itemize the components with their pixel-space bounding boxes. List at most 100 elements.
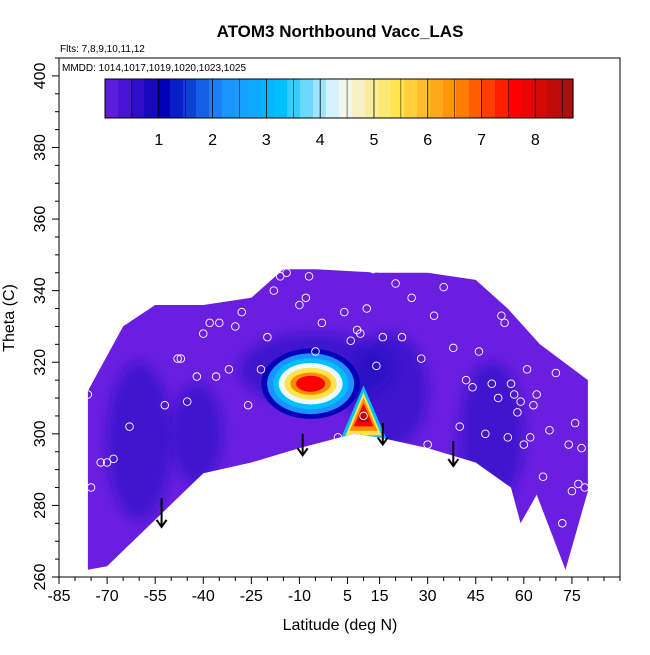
data-point	[115, 562, 125, 571]
data-point	[93, 569, 102, 578]
data-point	[570, 418, 580, 428]
data-point	[509, 390, 519, 399]
low-value-band	[171, 383, 223, 485]
colorbar-swatch	[534, 79, 548, 118]
colorbar-swatch	[365, 79, 379, 118]
x-tick-label: -85	[47, 588, 70, 605]
data-point	[237, 307, 246, 317]
data-point	[525, 433, 535, 442]
arrow-marker	[296, 433, 309, 458]
colorbar-swatch	[170, 79, 184, 118]
colorbar: 1 2 3 4 5 6 7 8	[104, 78, 574, 149]
data-point	[461, 375, 471, 385]
data-point	[211, 372, 221, 381]
colorbar-swatch	[105, 79, 119, 118]
colorbar-frame	[104, 78, 574, 119]
data-point	[176, 354, 186, 363]
data-point	[205, 318, 214, 328]
data-point	[500, 318, 509, 328]
data-point	[567, 486, 577, 496]
x-tick-label: 60	[515, 588, 533, 605]
y-tick-label: 260	[32, 564, 49, 591]
data-point	[256, 365, 266, 374]
data-point	[263, 332, 272, 342]
data-point	[304, 272, 314, 281]
colorbar-swatch	[248, 79, 262, 118]
x-tick-label: -55	[144, 588, 167, 605]
colorbar-swatch	[339, 79, 353, 118]
x-tick-label: 5	[343, 588, 352, 605]
y-tick-label: 360	[32, 206, 49, 233]
data-point	[574, 479, 583, 489]
data-point	[378, 332, 388, 342]
feature-ring	[296, 375, 326, 392]
data-point	[243, 400, 253, 410]
colorbar-swatch	[469, 79, 483, 118]
data-point	[558, 519, 567, 528]
colorbar-tick-label: 5	[370, 132, 379, 149]
data-point	[231, 322, 240, 331]
data-point	[109, 454, 118, 464]
colorbar-tick-label: 8	[531, 132, 540, 149]
data-point	[577, 443, 586, 453]
dates-subtitle: MMDD: 1014,1017,1019,1020,1023,1025	[62, 63, 246, 74]
data-point	[199, 329, 208, 338]
colorbar-swatch	[131, 79, 145, 118]
y-axis: 260 280 300 320 340 360 380 400	[32, 57, 59, 591]
data-point	[96, 458, 105, 467]
colorbar-swatch	[443, 79, 457, 118]
data-point	[503, 433, 513, 442]
data-point	[86, 483, 96, 492]
data-point	[513, 408, 522, 417]
arrow-marker	[155, 498, 168, 529]
x-tick-label: -40	[192, 588, 215, 605]
low-value-band	[107, 361, 172, 521]
data-point	[455, 422, 464, 431]
colorbar-swatch	[404, 79, 418, 118]
colorbar-swatch	[495, 79, 509, 118]
colorbar-swatch	[560, 79, 574, 118]
colorbar-swatch	[274, 79, 288, 118]
data-point	[532, 390, 541, 399]
data-point	[295, 300, 304, 310]
colorbar-tick-label: 3	[262, 132, 271, 149]
colorbar-swatch	[326, 79, 340, 118]
y-tick-label: 280	[32, 492, 49, 519]
arrow-marker	[376, 423, 389, 447]
data-point	[125, 422, 134, 431]
x-tick-label: -10	[288, 588, 311, 605]
data-point	[317, 318, 327, 328]
data-point	[83, 390, 93, 399]
y-tick-label: 320	[32, 349, 49, 376]
data-point	[407, 293, 416, 303]
data-point	[551, 368, 561, 378]
data-point	[522, 365, 532, 374]
data-point	[506, 379, 516, 388]
colorbar-swatch	[300, 79, 314, 118]
colorbar-swatch	[521, 79, 535, 118]
x-tick-label: 45	[467, 588, 485, 605]
x-axis: -85 -70 -55 -40 -25 -10 5 15 30 45 60 75	[47, 577, 621, 605]
data-point	[493, 393, 503, 403]
y-axis-label: Theta (C)	[1, 284, 18, 352]
colorbar-swatch	[287, 79, 301, 118]
x-axis-label: Latitude (deg N)	[283, 617, 398, 634]
data-point	[519, 440, 529, 449]
colorbar-swatch	[183, 79, 197, 118]
data-point	[224, 365, 234, 374]
data-point	[269, 286, 279, 295]
data-point	[391, 279, 400, 288]
flights-subtitle: Flts: 7,8,9,10,11,12	[60, 44, 145, 55]
data-point	[327, 261, 336, 270]
arrow-markers	[155, 423, 460, 529]
y-tick-label: 400	[32, 62, 49, 89]
low-value-band	[459, 361, 524, 506]
arrow-marker	[447, 440, 460, 468]
colorbar-swatch	[118, 79, 132, 118]
data-point	[372, 361, 381, 371]
data-point	[368, 264, 378, 274]
data-point	[134, 536, 144, 546]
y-tick-label: 340	[32, 277, 49, 304]
data-point	[529, 400, 538, 410]
data-point	[545, 425, 554, 435]
